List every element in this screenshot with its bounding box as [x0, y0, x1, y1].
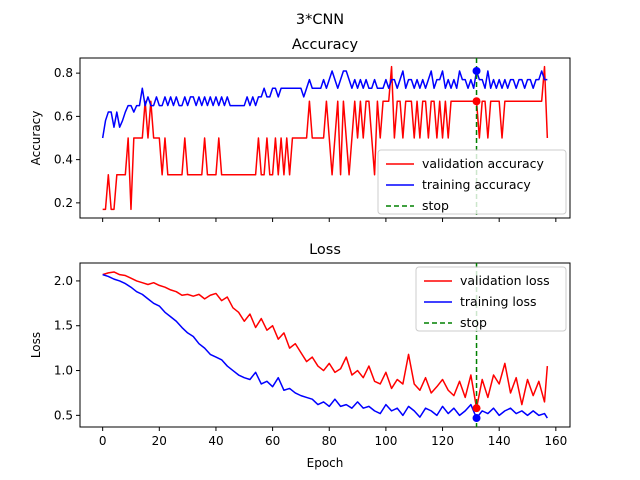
legend-label-training-accuracy: training accuracy [422, 177, 531, 192]
stop-marker-training-accuracy [472, 66, 481, 75]
axes-frame [79, 57, 571, 219]
y-tick-label: 0.2 [54, 196, 73, 210]
legend-box [415, 266, 567, 332]
y-tick-label: 0.5 [54, 408, 73, 422]
axes-frame [79, 262, 571, 428]
loss-panel: Loss 0.5 1.0 1.5 2.0 0 20 40 60 80 100 120 140 160 Los… [29, 242, 571, 470]
x-axis-label: Epoch [307, 456, 344, 470]
legend-label-validation-loss: validation loss [460, 273, 550, 288]
legend-label-training-loss: training loss [460, 294, 537, 309]
figure-suptitle: 3*CNN [296, 12, 344, 28]
y-axis-label: Loss [29, 332, 43, 358]
x-tick-label: 120 [431, 434, 454, 448]
x-tick-label: 0 [99, 434, 107, 448]
legend: validation accuracy training accuracy stop [377, 149, 567, 215]
series-line-training-accuracy [101, 70, 548, 139]
y-tick-label: 2.0 [54, 274, 73, 288]
x-tick-label: 20 [152, 434, 167, 448]
series-line-validation-loss [102, 271, 549, 409]
y-tick-label: 0.4 [54, 153, 73, 167]
y-tick-label: 1.5 [54, 319, 73, 333]
legend-box [377, 149, 567, 215]
y-axis-label: Accuracy [29, 111, 43, 166]
legend-label-validation-accuracy: validation accuracy [422, 156, 545, 171]
stop-marker-validation-accuracy [472, 97, 481, 106]
y-tick-label: 0.6 [54, 109, 73, 123]
stop-marker-training-loss [472, 414, 481, 423]
x-tick-label: 100 [374, 434, 397, 448]
panel-title: Loss [309, 242, 341, 258]
stop-marker-validation-loss [472, 404, 481, 413]
x-tick-label: 80 [322, 434, 337, 448]
y-tick-label: 1.0 [54, 364, 73, 378]
legend: validation loss training loss stop [415, 266, 567, 332]
legend-label-stop: stop [422, 198, 449, 213]
x-tick-label: 140 [488, 434, 511, 448]
panel-title: Accuracy [292, 37, 359, 53]
y-tick-label: 0.8 [54, 66, 73, 80]
x-tick-label: 40 [208, 434, 223, 448]
plot-area [101, 58, 549, 218]
x-tick-label: 160 [544, 434, 567, 448]
x-tick-label: 60 [265, 434, 280, 448]
legend-label-stop: stop [460, 315, 487, 330]
accuracy-panel: Accuracy 0.2 0.4 0.6 0.8 Accuracy validation a… [29, 37, 571, 222]
